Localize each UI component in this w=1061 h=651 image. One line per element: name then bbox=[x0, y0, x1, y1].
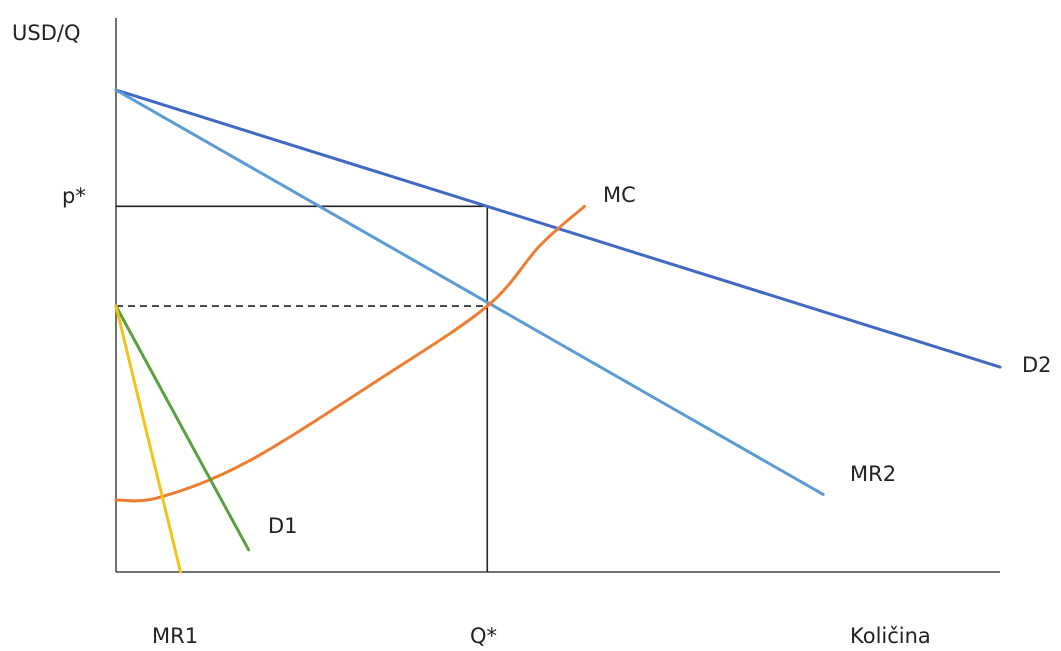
mr2-series-label: MR2 bbox=[850, 462, 896, 486]
x-axis-label: Količina bbox=[850, 624, 931, 648]
d1-series-label: D1 bbox=[268, 514, 298, 538]
d2-series-label: D2 bbox=[1022, 353, 1052, 377]
p-star-tick-label: p* bbox=[62, 184, 86, 208]
reference-lines bbox=[116, 205, 489, 572]
mc-curve bbox=[114, 204, 587, 503]
mc-series-label: MC bbox=[603, 183, 636, 207]
y-axis-label: USD/Q bbox=[12, 21, 80, 45]
mr1-x-label: MR1 bbox=[152, 624, 198, 648]
q-star-tick-label: Q* bbox=[470, 624, 497, 648]
series-layer bbox=[114, 88, 1002, 574]
mr1-curve bbox=[114, 304, 183, 574]
mr2-curve bbox=[114, 88, 825, 496]
d1-curve bbox=[114, 304, 251, 552]
axes bbox=[115, 18, 1000, 573]
